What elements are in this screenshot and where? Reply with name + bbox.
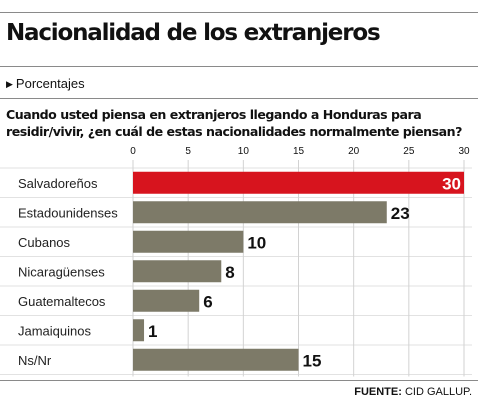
category-label: Ns/Nr xyxy=(18,353,52,368)
subtitle: ▶ Porcentajes xyxy=(6,76,85,91)
value-label: 23 xyxy=(391,204,410,223)
triangle-right-icon: ▶ xyxy=(6,79,13,89)
x-tick-label: 25 xyxy=(403,146,415,157)
bar xyxy=(133,171,464,194)
bar xyxy=(133,289,200,312)
x-tick-label: 15 xyxy=(293,146,305,157)
category-label: Jamaiquinos xyxy=(18,323,91,338)
bottom-rule xyxy=(0,380,478,381)
subtitle-rule xyxy=(0,98,478,99)
value-label: 15 xyxy=(303,351,322,370)
x-tick-label: 10 xyxy=(238,146,250,157)
top-rule xyxy=(0,12,478,13)
x-tick-label: 20 xyxy=(348,146,360,157)
subtitle-text: Porcentajes xyxy=(15,76,85,91)
value-label: 6 xyxy=(203,292,212,311)
source-label: FUENTE: xyxy=(354,386,402,398)
category-label: Guatemaltecos xyxy=(18,294,106,309)
x-tick-label: 0 xyxy=(130,146,136,157)
value-label: 8 xyxy=(225,263,234,282)
bar xyxy=(133,348,299,371)
bar-chart: 0 5 10 15 20 25 30 Salvadoreños 30 Estadounidense… xyxy=(0,146,472,377)
x-tick-label: 5 xyxy=(185,146,191,157)
bar xyxy=(133,319,145,342)
category-label: Cubanos xyxy=(18,235,71,250)
category-label: Estadounidenses xyxy=(18,205,118,220)
source-note: FUENTE: CID GALLUP. xyxy=(354,386,472,398)
source-text: CID GALLUP. xyxy=(401,386,472,398)
title-rule xyxy=(0,66,478,67)
bar xyxy=(133,201,387,224)
chart-question: Cuando usted piensa en extranjeros llega… xyxy=(6,107,462,139)
category-label: Salvadoreños xyxy=(18,176,98,191)
x-tick-label: 30 xyxy=(458,146,470,157)
value-label: 30 xyxy=(442,174,461,193)
bar xyxy=(133,230,244,253)
category-label: Nicaragüenses xyxy=(18,264,105,279)
page-title: Nacionalidad de los extranjeros xyxy=(6,20,381,46)
value-label: 1 xyxy=(148,322,157,341)
bar xyxy=(133,260,222,283)
value-label: 10 xyxy=(247,233,266,252)
